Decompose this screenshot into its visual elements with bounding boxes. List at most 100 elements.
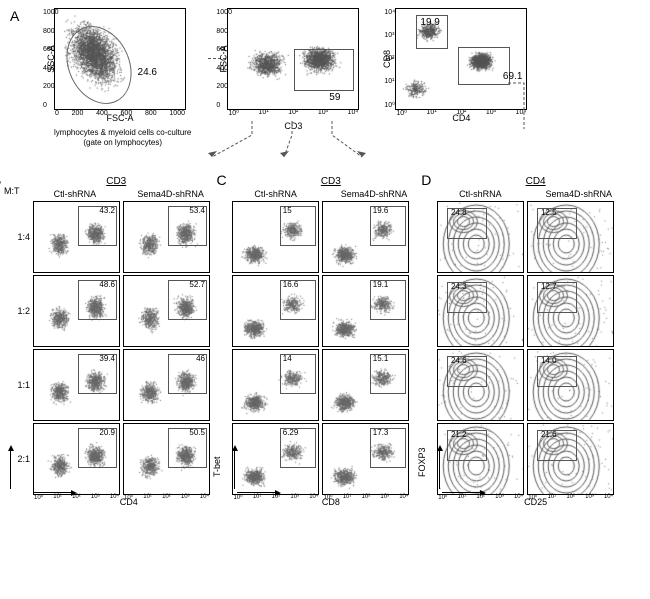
panel-b: B M:T CD3 Ctl-shRNA Sema4D-shRNA 1:443.2…	[8, 176, 224, 507]
gate-value: 46	[196, 354, 205, 363]
mt-label: M:T	[4, 186, 20, 196]
gate-value: 50.5	[189, 428, 205, 437]
facs-plot: 24.6	[437, 349, 524, 421]
row-1:2: 1:2 48.6 52.7	[8, 275, 224, 347]
gate-value: 15	[283, 206, 292, 215]
gate-value: 12.5	[541, 208, 557, 217]
gate-value: 21.2	[451, 430, 467, 439]
row-3: 21.210⁰10¹10²10³10⁴21.610⁰10¹10²10³10⁴	[437, 423, 634, 495]
gate-value: 39.4	[99, 354, 115, 363]
gate-plot-2: FSC-A CD3 10⁰10¹10²10³10⁴ 02004006008001…	[227, 8, 359, 110]
gate-plot-1: SSC-A FSC-A 02004006008001000 0200400600…	[54, 8, 186, 110]
col-title: CD3	[232, 176, 429, 187]
ratio-label: 1:1	[8, 380, 30, 390]
panel-c: C CD3 Ctl-shRNA Sema4D-shRNA 1519.616.61…	[232, 176, 429, 507]
panel-b-grid: 1:443.253.41:248.652.71:139.4462:120.910…	[8, 201, 224, 495]
ticks-y: 02004006008001000	[216, 9, 232, 109]
gate-box-2	[294, 49, 354, 91]
gate-value: 24.8	[451, 208, 467, 217]
panel-a-label: A	[10, 8, 19, 24]
row-1: 16.6 19.1	[232, 275, 429, 347]
gate-ellipse	[55, 9, 185, 109]
gate-plot-3: CD8 CD4 10⁰10¹10²10³10⁴ 10⁰10¹10²10³10⁴ …	[395, 8, 527, 110]
gate-value: 17.3	[373, 428, 389, 437]
header-sema4d: Sema4D-shRNA	[546, 189, 613, 199]
gate-value: 20.9	[99, 428, 115, 437]
row-2:1: 2:120.910⁰10¹10²10³10⁴50.510⁰10¹10²10³10…	[8, 423, 224, 495]
ticks-x: 02004006008001000	[55, 110, 185, 117]
facs-plot: 15.1	[322, 349, 409, 421]
y-axis-label: FOXP3	[417, 447, 427, 477]
col-headers: Ctl-shRNA Sema4D-shRNA	[232, 189, 429, 199]
facs-plot: 6.2910⁰10¹10²10³10⁴	[232, 423, 319, 495]
facs-plot: 19.6	[322, 201, 409, 273]
col-headers: Ctl-shRNA Sema4D-shRNA	[8, 189, 224, 199]
gate-value: 24.6	[451, 356, 467, 365]
facs-plot: 12.7	[527, 275, 614, 347]
row-1: 24.3 12.7	[437, 275, 634, 347]
gate-value: 14	[283, 354, 292, 363]
gate-value: 14.0	[541, 356, 557, 365]
col-title: CD4	[437, 176, 634, 187]
header-sema4d: Sema4D-shRNA	[341, 189, 408, 199]
gate-value: 16.6	[283, 280, 299, 289]
facs-plot: 14	[232, 349, 319, 421]
gate-caption: lymphocytes & myeloid cells co-culture(g…	[54, 128, 191, 147]
y-axis-label: T-bet	[212, 456, 222, 477]
col-title: CD3	[8, 176, 224, 187]
facs-plot: 21.610⁰10¹10²10³10⁴	[527, 423, 614, 495]
header-ctl: Ctl-shRNA	[54, 189, 97, 199]
header-ctl: Ctl-shRNA	[459, 189, 502, 199]
row-2: 24.6 14.0	[437, 349, 634, 421]
branch-arrows	[222, 109, 364, 159]
gate-value: 43.2	[99, 206, 115, 215]
gate-value: 15.1	[373, 354, 389, 363]
facs-plot: 50.510⁰10¹10²10³10⁴	[123, 423, 210, 495]
gate-value: 48.6	[99, 280, 115, 289]
x-arrow-icon	[33, 492, 73, 493]
down-arrow	[396, 9, 526, 139]
row-0: 15 19.6	[232, 201, 429, 273]
facs-plot: 12.5	[527, 201, 614, 273]
facs-plot: 15	[232, 201, 319, 273]
panel-d-label: D	[421, 172, 431, 188]
ratio-label: 1:4	[8, 232, 30, 242]
row-0: 24.8 12.5	[437, 201, 634, 273]
panel-a: SSC-A FSC-A 02004006008001000 0200400600…	[28, 8, 642, 168]
col-headers: Ctl-shRNA Sema4D-shRNA	[437, 189, 634, 199]
facs-plot: 43.2	[33, 201, 120, 273]
gate-value: 19.1	[373, 280, 389, 289]
panel-d: D CD4 Ctl-shRNA Sema4D-shRNA 24.812.524.…	[437, 176, 634, 507]
y-arrow-icon	[439, 449, 440, 489]
facs-plot: 24.3	[437, 275, 524, 347]
x-arrow-icon	[237, 492, 277, 493]
facs-plot: 19.1	[322, 275, 409, 347]
row-1:1: 1:1 39.4 46	[8, 349, 224, 421]
ticks-y: 10⁰10¹10²10³10⁴	[384, 9, 395, 109]
panel-c-label: C	[216, 172, 226, 188]
row-1:4: 1:4 43.2 53.4	[8, 201, 224, 273]
facs-plot: 24.8	[437, 201, 524, 273]
y-arrow-icon	[234, 449, 235, 489]
gate-value: 53.4	[189, 206, 205, 215]
grid-row: B M:T CD3 Ctl-shRNA Sema4D-shRNA 1:443.2…	[8, 176, 642, 507]
facs-plot: 20.910⁰10¹10²10³10⁴	[33, 423, 120, 495]
header-ctl: Ctl-shRNA	[254, 189, 297, 199]
panel-d-grid: 24.8 12.5 24.3 12.7 24.6 14.0 21.210⁰10¹10²10³…	[437, 201, 634, 495]
row-3: 6.2910⁰10¹10²10³10⁴17.310⁰10¹10²10³10⁴	[232, 423, 429, 495]
gate-value: 52.7	[189, 280, 205, 289]
gate-value: 59	[329, 92, 340, 103]
facs-plot: 21.210⁰10¹10²10³10⁴	[437, 423, 524, 495]
y-arrow-icon	[10, 449, 11, 489]
gate-value: 24.3	[451, 282, 467, 291]
gate-value: 19.6	[373, 206, 389, 215]
facs-plot: 52.7	[123, 275, 210, 347]
facs-plot: 16.6	[232, 275, 319, 347]
facs-plot: 48.6	[33, 275, 120, 347]
facs-plot: 14.0	[527, 349, 614, 421]
row-2: 14 15.1	[232, 349, 429, 421]
header-sema4d: Sema4D-shRNA	[137, 189, 204, 199]
figure-root: A SSC-A FSC-A 02004006008001000 02004006…	[8, 8, 642, 507]
ratio-label: 1:2	[8, 306, 30, 316]
facs-plot: 17.310⁰10¹10²10³10⁴	[322, 423, 409, 495]
